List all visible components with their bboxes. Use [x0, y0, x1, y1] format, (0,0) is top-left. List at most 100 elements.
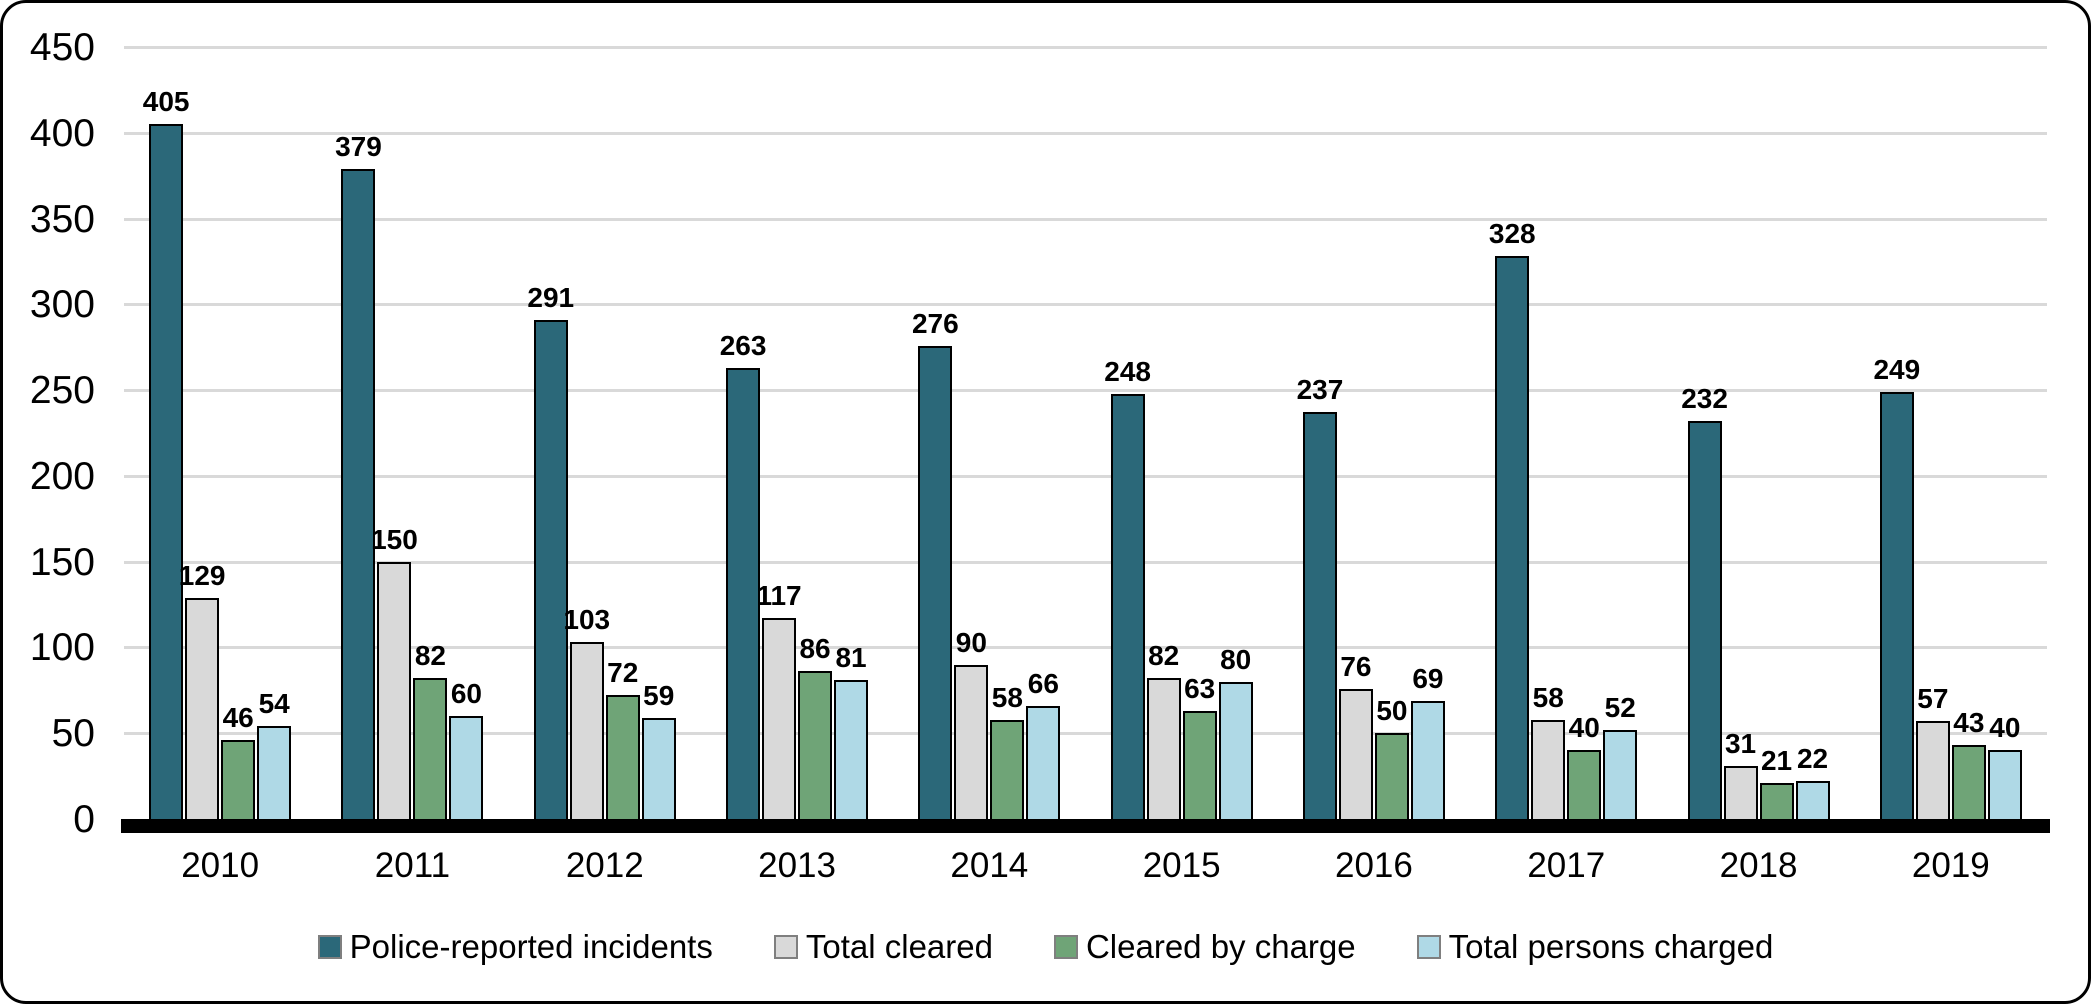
- bar-value-label: 117: [756, 580, 802, 612]
- bar-value-label: 57: [1917, 683, 1949, 715]
- bar-value-label: 22: [1796, 743, 1829, 775]
- y-tick-label: 50: [51, 712, 95, 756]
- bar: [918, 345, 953, 819]
- bar-value-label: 31: [1724, 727, 1757, 759]
- bar-value-label: 276: [911, 307, 959, 339]
- y-tick-label: 400: [29, 111, 95, 155]
- bar-group-2019: [1879, 391, 2022, 819]
- x-tick-label: 2019: [1911, 846, 1990, 885]
- legend-item: Cleared by charge: [1053, 928, 1356, 966]
- x-tick-label: 2017: [1527, 846, 1606, 885]
- bar-value-label: 52: [1604, 691, 1636, 723]
- x-tick-label: 2012: [565, 846, 644, 885]
- bar-group-2012: [533, 319, 676, 819]
- bar-value-label: 40: [1989, 712, 2021, 744]
- bar-value-label: 46: [222, 702, 254, 734]
- x-axis-line: [121, 819, 2050, 833]
- bar: [1915, 721, 1950, 819]
- bar: [1603, 729, 1638, 819]
- bar: [1987, 750, 2022, 819]
- bar-value-label: 54: [258, 688, 290, 720]
- legend-item: Total cleared: [773, 928, 993, 966]
- x-tick-label: 2013: [758, 846, 836, 885]
- legend-item: Police-reported incidents: [317, 928, 713, 966]
- bar: [1723, 765, 1758, 819]
- y-tick-label: 450: [29, 26, 95, 69]
- bar: [1026, 705, 1061, 819]
- bar: [1879, 391, 1914, 819]
- bar-value-label: 76: [1340, 650, 1372, 682]
- bar-group-2011: [341, 168, 484, 819]
- bar-value-label: 58: [991, 681, 1023, 713]
- bar-value-label: 328: [1488, 218, 1536, 250]
- bar-value-label: 50: [1376, 695, 1408, 727]
- bar: [1302, 412, 1337, 819]
- bar-value-label: 60: [450, 678, 483, 710]
- bar: [533, 319, 568, 819]
- bar-value-label: 59: [643, 679, 675, 711]
- bar: [149, 124, 184, 819]
- bar-value-label: 248: [1104, 355, 1151, 387]
- bar: [1146, 678, 1181, 819]
- bar: [413, 678, 448, 819]
- bar: [1495, 256, 1530, 819]
- bar: [221, 740, 256, 819]
- y-tick-label: 250: [29, 369, 95, 413]
- gridline: [124, 732, 2047, 736]
- gridline: [124, 217, 2047, 221]
- y-tick-label: 200: [29, 454, 95, 498]
- bar: [1951, 745, 1986, 819]
- legend-swatch-icon: [1416, 935, 1441, 959]
- bar-group-2015: [1110, 393, 1253, 819]
- bar-value-label: 405: [142, 86, 190, 118]
- legend: Police-reported incidents Total cleared Cl…: [3, 928, 2088, 966]
- bar: [1531, 719, 1566, 819]
- y-tick-label: 0: [73, 798, 95, 841]
- bar-value-label: 21: [1760, 744, 1793, 776]
- bar: [834, 680, 869, 819]
- bar: [990, 719, 1025, 819]
- bar-value-label: 43: [1953, 707, 1985, 739]
- y-tick-label: 300: [29, 283, 95, 327]
- bar-value-label: 81: [835, 642, 867, 674]
- bar-group-2014: [918, 345, 1061, 819]
- gridline: [124, 646, 2047, 650]
- x-tick-label: 2014: [950, 846, 1029, 885]
- bar: [798, 671, 833, 819]
- plot-area: 405 129 46 54 379 150 82 60 291 103 72 59 263 117 86 81…: [124, 46, 2047, 819]
- bar: [954, 664, 989, 819]
- bar-value-label: 263: [719, 329, 767, 361]
- bar-group-2016: [1302, 412, 1445, 819]
- bar: [1410, 700, 1445, 819]
- bar-value-label: 291: [527, 281, 575, 313]
- bar: [762, 618, 797, 819]
- bar: [449, 716, 484, 819]
- bar: [1110, 393, 1145, 819]
- bar: [641, 717, 676, 819]
- bar-group-2010: [149, 124, 292, 819]
- bar-value-label: 379: [335, 130, 382, 162]
- bar-value-label: 232: [1681, 383, 1728, 414]
- legend-label: Cleared by charge: [1085, 928, 1356, 965]
- bar: [1374, 733, 1409, 819]
- bar-value-label: 69: [1412, 662, 1444, 694]
- legend-swatch-icon: [1053, 935, 1078, 959]
- bar: [726, 367, 761, 819]
- x-tick-label: 2018: [1719, 846, 1798, 885]
- bar-group-2013: [726, 367, 869, 819]
- bar-group-2018: [1687, 421, 1830, 819]
- bar: [1182, 710, 1217, 819]
- y-tick-label: 350: [29, 197, 95, 241]
- bar-value-label: 129: [178, 559, 226, 591]
- gridline: [124, 303, 2047, 307]
- bar: [1338, 688, 1373, 819]
- bar-value-label: 103: [563, 604, 611, 636]
- legend-label: Total persons charged: [1448, 928, 1774, 965]
- bar-value-label: 86: [799, 633, 831, 665]
- bar-value-label: 40: [1568, 712, 1600, 744]
- gridline: [124, 46, 2047, 49]
- bar-group-2017: [1495, 256, 1638, 819]
- bar-value-label: 90: [955, 626, 987, 658]
- bar: [1567, 750, 1602, 819]
- bar: [1759, 782, 1794, 819]
